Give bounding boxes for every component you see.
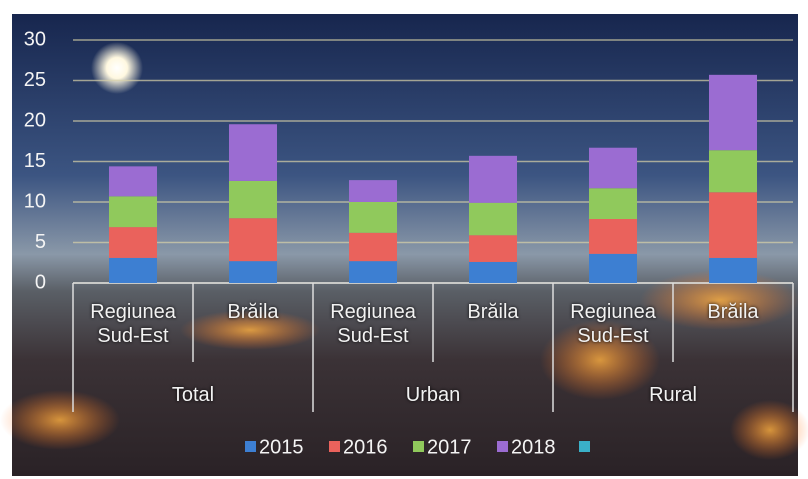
city-light <box>540 320 660 400</box>
moon <box>91 42 143 94</box>
bar-segment <box>229 218 277 262</box>
city-light <box>180 310 320 350</box>
y-tick-label: 0 <box>35 271 46 293</box>
city-light <box>0 390 120 450</box>
bar-segment <box>109 257 157 283</box>
bar-segment <box>469 155 517 203</box>
y-tick-label: 10 <box>24 190 46 212</box>
y-tick-label: 20 <box>24 109 46 131</box>
city-light <box>730 400 808 460</box>
x-tick-label: Regiunea Sud-Est <box>330 301 416 347</box>
bar-segment <box>709 192 757 258</box>
bar-segment <box>709 150 757 193</box>
bar-segment <box>589 219 637 254</box>
bar-segment <box>349 232 397 262</box>
x-tick-label: Brăila <box>467 301 519 323</box>
bar-segment <box>109 227 157 258</box>
legend-swatch <box>329 441 340 452</box>
legend-label: 2018 <box>511 436 556 458</box>
group-label: Rural <box>649 384 697 406</box>
bar-segment <box>709 257 757 283</box>
legend-swatch <box>413 441 424 452</box>
bar-segment <box>469 202 517 236</box>
bar-segment <box>229 261 277 283</box>
x-tick-label: Regiunea Sud-Est <box>90 301 176 347</box>
city-light <box>640 270 800 330</box>
y-tick-label: 5 <box>35 231 46 253</box>
bar-segment <box>349 202 397 233</box>
y-tick-label: 30 <box>24 28 46 50</box>
bar-segment <box>469 261 517 283</box>
x-tick-label: Regiunea Sud-Est <box>570 301 656 347</box>
x-tick-label: Brăila <box>227 301 279 323</box>
x-tick-label: Brăila <box>707 301 759 323</box>
bar-segment <box>469 235 517 262</box>
legend-label: 2017 <box>427 436 472 458</box>
group-label: Total <box>171 384 215 406</box>
bar-segment <box>229 180 277 219</box>
group-label: Urban <box>405 384 461 406</box>
legend-swatch <box>245 441 256 452</box>
y-tick-label: 15 <box>24 150 46 172</box>
bar-segment <box>229 124 277 181</box>
legend-label: 2015 <box>259 436 304 458</box>
legend-swatch <box>497 441 508 452</box>
bar-segment <box>349 180 397 202</box>
bar-segment <box>109 196 157 228</box>
bar-segment <box>349 261 397 283</box>
legend-label: 2016 <box>343 436 388 458</box>
bar-segment <box>589 188 637 220</box>
legend-swatch <box>579 441 590 452</box>
bar-segment <box>589 147 637 189</box>
y-tick-label: 25 <box>24 69 46 91</box>
bar-segment <box>109 166 157 197</box>
bar-segment <box>709 74 757 151</box>
bar-segment <box>589 253 637 283</box>
